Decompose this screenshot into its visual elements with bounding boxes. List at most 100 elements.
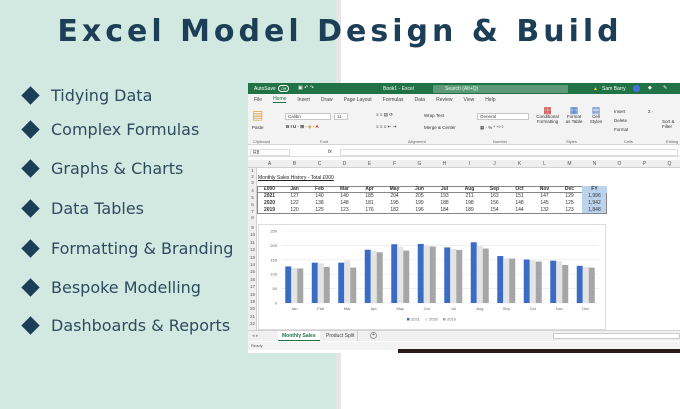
column-header[interactable]: A: [267, 161, 272, 167]
menu-tab-data[interactable]: Data: [414, 96, 426, 103]
header-cell[interactable]: Apr: [365, 186, 374, 192]
table-cell[interactable]: 199: [415, 200, 424, 206]
header-cell[interactable]: Aug: [464, 186, 475, 192]
header-cell[interactable]: Nov: [539, 186, 550, 192]
format-buttons[interactable]: B I U · ⊞ · ◈ · A: [286, 124, 319, 129]
table-cell[interactable]: 184: [440, 207, 449, 213]
row-header[interactable]: 13: [249, 254, 255, 260]
align-buttons[interactable]: ≡ ≡ ▤ ⟳: [376, 112, 394, 117]
table-cell[interactable]: 2019: [263, 207, 276, 213]
font-name[interactable]: Calibri: [285, 113, 331, 120]
menu-tab-insert[interactable]: Insert: [297, 96, 310, 103]
table-cell[interactable]: 138: [315, 200, 324, 206]
table-cell[interactable]: 189: [465, 207, 474, 213]
row-header[interactable]: 3: [251, 180, 254, 185]
sales-chart[interactable]: 0 50 100 150 200 250 Jan Feb Mar Apr May Jun Jul Aug S…: [258, 224, 606, 330]
autosave-toggle[interactable]: Off: [278, 85, 290, 92]
row-header[interactable]: 18: [249, 291, 255, 297]
paste-icon[interactable]: ▤: [252, 108, 264, 122]
table-cell[interactable]: 156: [490, 200, 499, 206]
table-cell[interactable]: 148: [515, 200, 524, 206]
column-header[interactable]: C: [317, 161, 322, 167]
table-cell[interactable]: 127: [290, 193, 299, 199]
header-cell[interactable]: Jun: [415, 186, 424, 192]
header-cell[interactable]: Jul: [440, 186, 449, 192]
column-header[interactable]: O: [617, 161, 622, 167]
row-header[interactable]: 6: [251, 201, 254, 207]
column-header[interactable]: N: [592, 161, 597, 167]
table-cell[interactable]: 120: [290, 207, 299, 213]
table-cell[interactable]: 123: [340, 207, 349, 213]
row-header[interactable]: 1: [251, 168, 254, 173]
menu-tab-help[interactable]: Help: [485, 96, 496, 103]
table-cell[interactable]: 1,942: [582, 200, 607, 207]
sort-filter-button[interactable]: Sort & Filter: [662, 119, 675, 129]
header-cell[interactable]: FY: [582, 186, 607, 193]
column-header[interactable]: M: [567, 161, 572, 167]
avatar[interactable]: [633, 85, 640, 92]
autosum-icon[interactable]: Σ ·: [648, 109, 654, 114]
number-format[interactable]: General: [477, 113, 529, 120]
row-header[interactable]: 17: [249, 284, 255, 290]
header-cell[interactable]: Mar: [340, 186, 349, 192]
table-cell[interactable]: 188: [440, 200, 449, 206]
column-header[interactable]: K: [517, 161, 522, 167]
row-header[interactable]: 19: [249, 299, 255, 304]
row-header[interactable]: 16: [249, 276, 255, 282]
table-cell[interactable]: 125: [565, 200, 574, 206]
row-header[interactable]: 7: [251, 208, 254, 214]
menu-tab-draw[interactable]: Draw: [320, 96, 333, 103]
table-cell[interactable]: 204: [390, 193, 399, 199]
row-header[interactable]: 9: [251, 225, 254, 230]
header-cell[interactable]: May: [389, 186, 400, 192]
format-table-button[interactable]: ▦ Format as Table: [565, 105, 583, 125]
row-header[interactable]: 14: [249, 262, 255, 267]
row-header[interactable]: 11: [250, 239, 255, 245]
header-cell[interactable]: Feb: [315, 186, 324, 192]
sheet-tab-product-split[interactable]: Product Split: [323, 331, 359, 341]
row-header[interactable]: 22: [249, 321, 255, 327]
column-header[interactable]: E: [367, 161, 372, 167]
column-header[interactable]: H: [442, 161, 447, 167]
header-cell[interactable]: £000: [263, 186, 276, 192]
table-cell[interactable]: 176: [365, 207, 374, 213]
search-box[interactable]: Search (Alt+Q): [433, 84, 568, 93]
table-cell[interactable]: 211: [465, 193, 474, 199]
row-header[interactable]: 12: [249, 247, 255, 253]
table-cell[interactable]: 181: [365, 200, 374, 206]
table-cell[interactable]: 151: [515, 193, 524, 199]
sheet-nav-arrows[interactable]: ◂ ▸: [252, 333, 259, 339]
menu-tab-formulas[interactable]: Formulas: [382, 96, 404, 103]
wrap-text-button[interactable]: Wrap Text: [424, 113, 445, 118]
menu-tab-review[interactable]: Review: [436, 96, 453, 103]
table-cell[interactable]: 185: [365, 193, 374, 199]
row-header[interactable]: 20: [249, 306, 255, 312]
merge-center-button[interactable]: Merge & Center: [424, 125, 456, 130]
table-cell[interactable]: 198: [465, 200, 474, 206]
delete-button[interactable]: Delete: [614, 118, 628, 123]
header-cell[interactable]: Sep: [489, 186, 500, 192]
table-cell[interactable]: 123: [565, 207, 574, 213]
table-cell[interactable]: 154: [490, 207, 499, 213]
column-header[interactable]: P: [642, 161, 647, 167]
header-cell[interactable]: Oct: [515, 186, 524, 192]
number-buttons[interactable]: ▦ · % ❜ ⁺⁰ ⁰: [480, 125, 504, 130]
row-header[interactable]: 4: [251, 187, 254, 193]
table-cell[interactable]: 122: [290, 200, 299, 206]
menu-tab-file[interactable]: File: [254, 96, 263, 103]
column-header[interactable]: F: [392, 161, 397, 167]
column-header[interactable]: Q: [667, 161, 672, 167]
format-button[interactable]: Format: [614, 127, 629, 132]
row-header[interactable]: 5: [251, 194, 254, 200]
table-cell[interactable]: 132: [540, 207, 549, 213]
menu-tab-home[interactable]: Home: [273, 96, 287, 103]
table-cell[interactable]: 2020: [263, 200, 276, 206]
paste-button[interactable]: Paste: [252, 125, 264, 130]
table-cell[interactable]: 140: [315, 193, 324, 199]
horizontal-scrollbar[interactable]: [553, 333, 680, 339]
conditional-formatting-button[interactable]: ▦ Conditional Formatting: [536, 105, 559, 125]
table-cell[interactable]: 195: [390, 200, 399, 206]
table-cell[interactable]: 147: [540, 193, 549, 199]
row-header[interactable]: 10: [249, 232, 255, 238]
add-sheet-button[interactable]: +: [370, 332, 377, 339]
